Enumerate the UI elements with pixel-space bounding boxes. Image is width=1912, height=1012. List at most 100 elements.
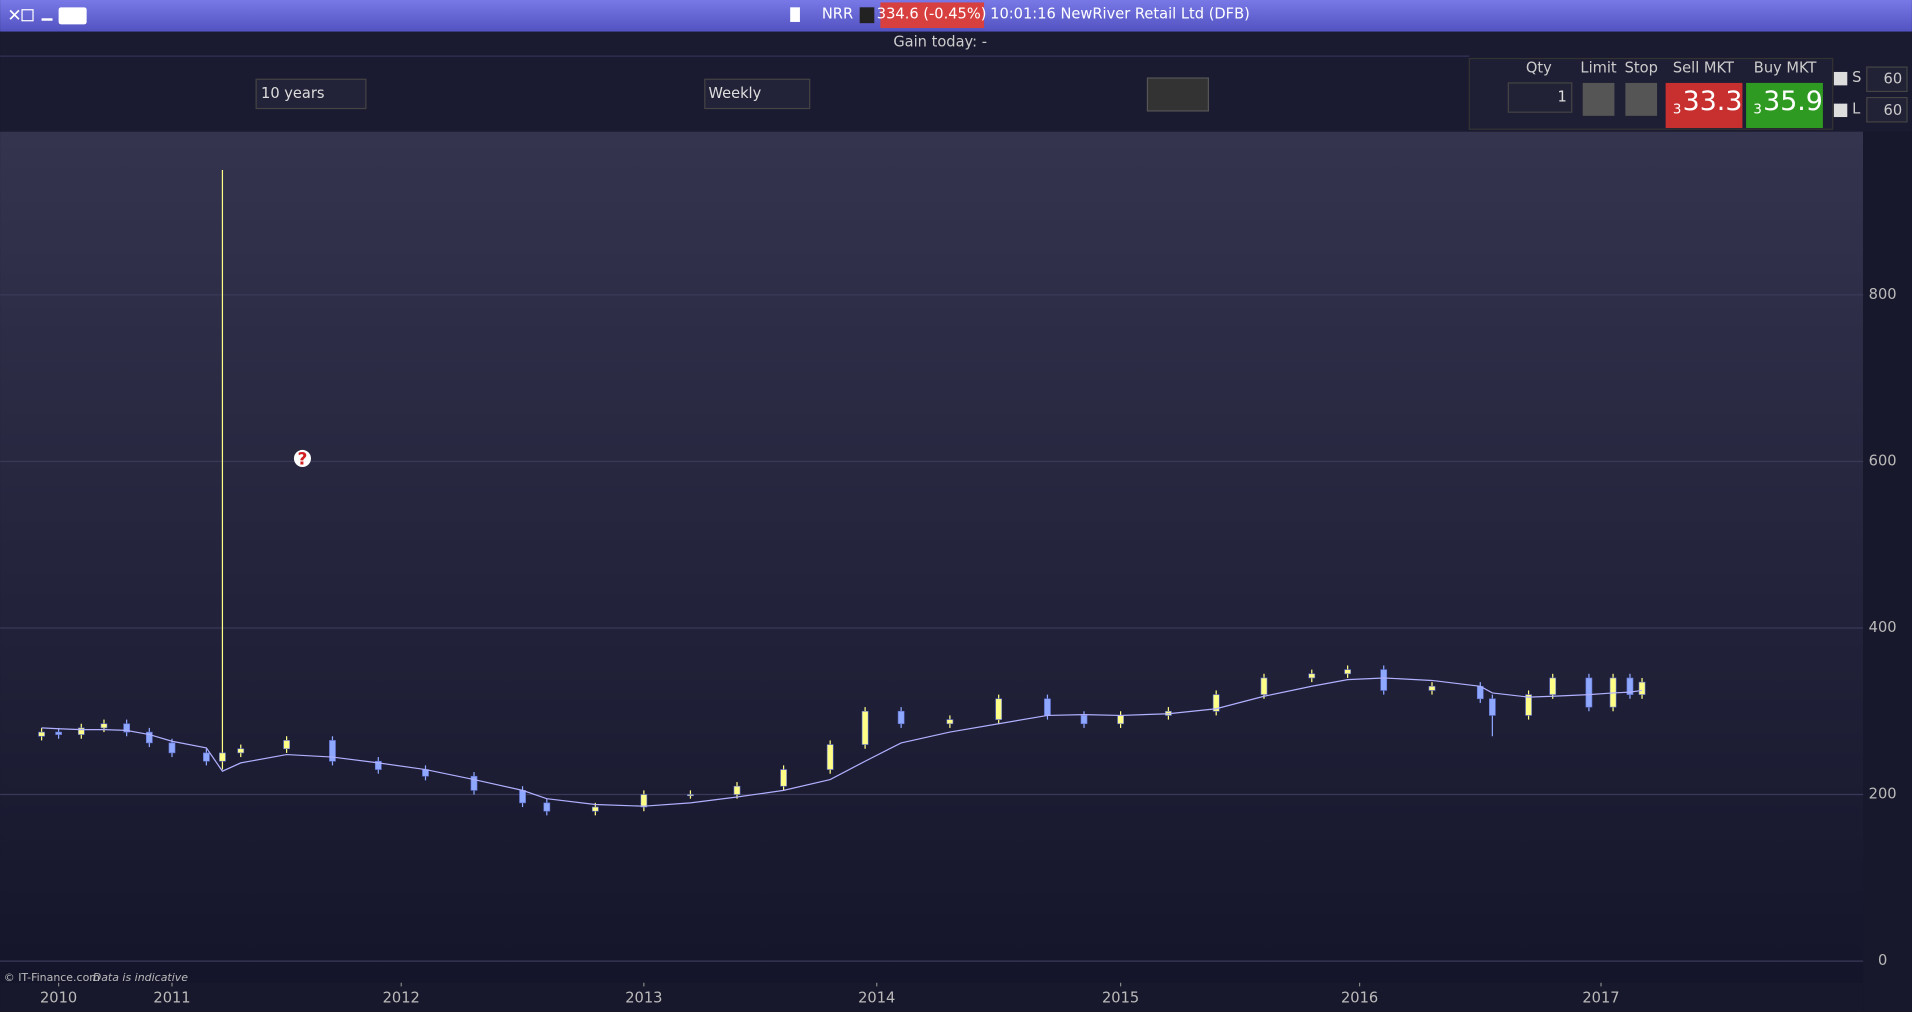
y-tick-label: 0 — [1878, 952, 1887, 969]
candle-body — [100, 723, 108, 729]
chart: 0 200 400 600 800 2010 2011 2012 2013 2014 2015 201… — [0, 169, 1897, 1007]
l-input[interactable] — [1866, 96, 1908, 123]
candle-body — [1489, 698, 1496, 716]
buy-label: Buy MKT — [1754, 59, 1817, 76]
candle-body — [1117, 715, 1124, 725]
keyboard-button[interactable] — [58, 7, 87, 25]
candle-body — [519, 790, 526, 804]
chart-type-icon[interactable] — [790, 7, 800, 22]
period-value[interactable]: 10 years — [261, 85, 325, 102]
candle-body — [995, 698, 1003, 720]
limit-button[interactable] — [1582, 82, 1615, 116]
y-axis-area — [1863, 131, 1912, 1012]
marker-bg[interactable] — [293, 449, 312, 467]
candle-body — [1380, 669, 1388, 691]
candle-body — [591, 806, 599, 812]
candle-body — [1549, 677, 1557, 695]
stop-label: Stop — [1625, 59, 1658, 76]
s-input[interactable] — [1866, 66, 1908, 93]
interval-select[interactable] — [704, 78, 811, 110]
event-marker[interactable]: ? — [298, 450, 308, 470]
minimize-button[interactable] — [41, 18, 53, 21]
instrument-description: 10:01:16 NewRiver Retail Ltd (DFB) — [990, 6, 1250, 23]
candle-body — [1638, 681, 1646, 695]
x-tick-label: 2010 — [40, 990, 77, 1007]
symbol[interactable]: NRR — [822, 6, 853, 23]
moving-average — [41, 677, 1643, 807]
candle-body — [38, 731, 45, 737]
qty-value[interactable]: 1 — [1558, 89, 1567, 106]
candle-body — [826, 744, 834, 770]
stop-button[interactable] — [1625, 82, 1658, 116]
x-tick-label: 2016 — [1341, 990, 1378, 1007]
candle-body — [237, 748, 245, 754]
maximize-button[interactable] — [21, 9, 34, 22]
candle-body — [374, 760, 382, 770]
candle-body — [219, 752, 226, 762]
candle-body — [780, 769, 787, 787]
plot-area — [0, 131, 1864, 983]
price-badge — [880, 2, 985, 29]
sell-button[interactable] — [1665, 82, 1743, 129]
candle-body — [543, 802, 551, 812]
y-tick-label: 400 — [1869, 619, 1897, 636]
x-tick-label: 2011 — [153, 990, 190, 1007]
price-change: 334.6 (-0.45%) — [877, 6, 987, 23]
candle-body — [283, 740, 290, 750]
x-axis-area — [0, 982, 1864, 1012]
s-value[interactable]: 60 — [1884, 70, 1903, 87]
l-value[interactable]: 60 — [1884, 102, 1903, 119]
disclaimer: Data is indicative — [93, 971, 189, 984]
candle-body — [946, 719, 954, 725]
copyright: © IT-Finance.com — [4, 971, 100, 984]
qty-label: Qty — [1526, 59, 1552, 76]
period-select[interactable] — [255, 78, 367, 110]
interval-value[interactable]: Weekly — [708, 85, 761, 102]
candle-body — [897, 710, 905, 725]
candle-body — [1585, 677, 1593, 708]
candle-body — [1344, 669, 1351, 675]
candle-body — [1080, 715, 1088, 725]
candle-body — [1212, 694, 1220, 712]
buy-button[interactable] — [1746, 82, 1823, 129]
sell-prefix[interactable]: 3 — [1673, 103, 1682, 118]
x-tick-label: 2015 — [1102, 990, 1139, 1007]
gain-today: Gain today: - — [893, 34, 987, 51]
candle-body — [1260, 677, 1268, 695]
candle-body — [1626, 677, 1634, 695]
candle-body — [1525, 694, 1532, 716]
buy-prefix[interactable]: 3 — [1753, 103, 1762, 118]
x-tick-label: 2017 — [1582, 990, 1619, 1007]
s-label: S — [1852, 69, 1861, 86]
candle-body — [1428, 685, 1436, 691]
candle-body — [640, 794, 648, 808]
candle-body — [329, 740, 336, 762]
candle-body — [55, 731, 62, 735]
y-tick-label: 600 — [1869, 452, 1897, 469]
candle-body — [687, 794, 694, 797]
candle-body — [1308, 673, 1316, 679]
info-icon[interactable] — [859, 7, 875, 24]
sell-price[interactable]: 33.3 — [1683, 86, 1743, 117]
limit-label: Limit — [1580, 59, 1617, 76]
x-tick-label: 2013 — [625, 990, 662, 1007]
candle-body — [77, 727, 85, 735]
candle-body — [203, 752, 210, 762]
candle-body — [168, 742, 176, 754]
sell-label: Sell MKT — [1673, 59, 1734, 76]
y-tick-label: 800 — [1869, 286, 1897, 303]
candle-body — [861, 710, 869, 745]
x-tick-label: 2012 — [383, 990, 420, 1007]
indicators-button[interactable] — [1146, 77, 1209, 112]
s-checkbox[interactable] — [1833, 71, 1848, 86]
x-tick-label: 2014 — [858, 990, 895, 1007]
qty-input[interactable] — [1507, 82, 1573, 113]
l-label: L — [1852, 101, 1861, 118]
candle-body — [733, 785, 741, 795]
l-checkbox[interactable] — [1833, 103, 1848, 118]
close-button[interactable]: ✕ — [7, 6, 21, 26]
buy-price[interactable]: 35.9 — [1763, 86, 1823, 117]
y-tick-label: 200 — [1869, 786, 1897, 803]
